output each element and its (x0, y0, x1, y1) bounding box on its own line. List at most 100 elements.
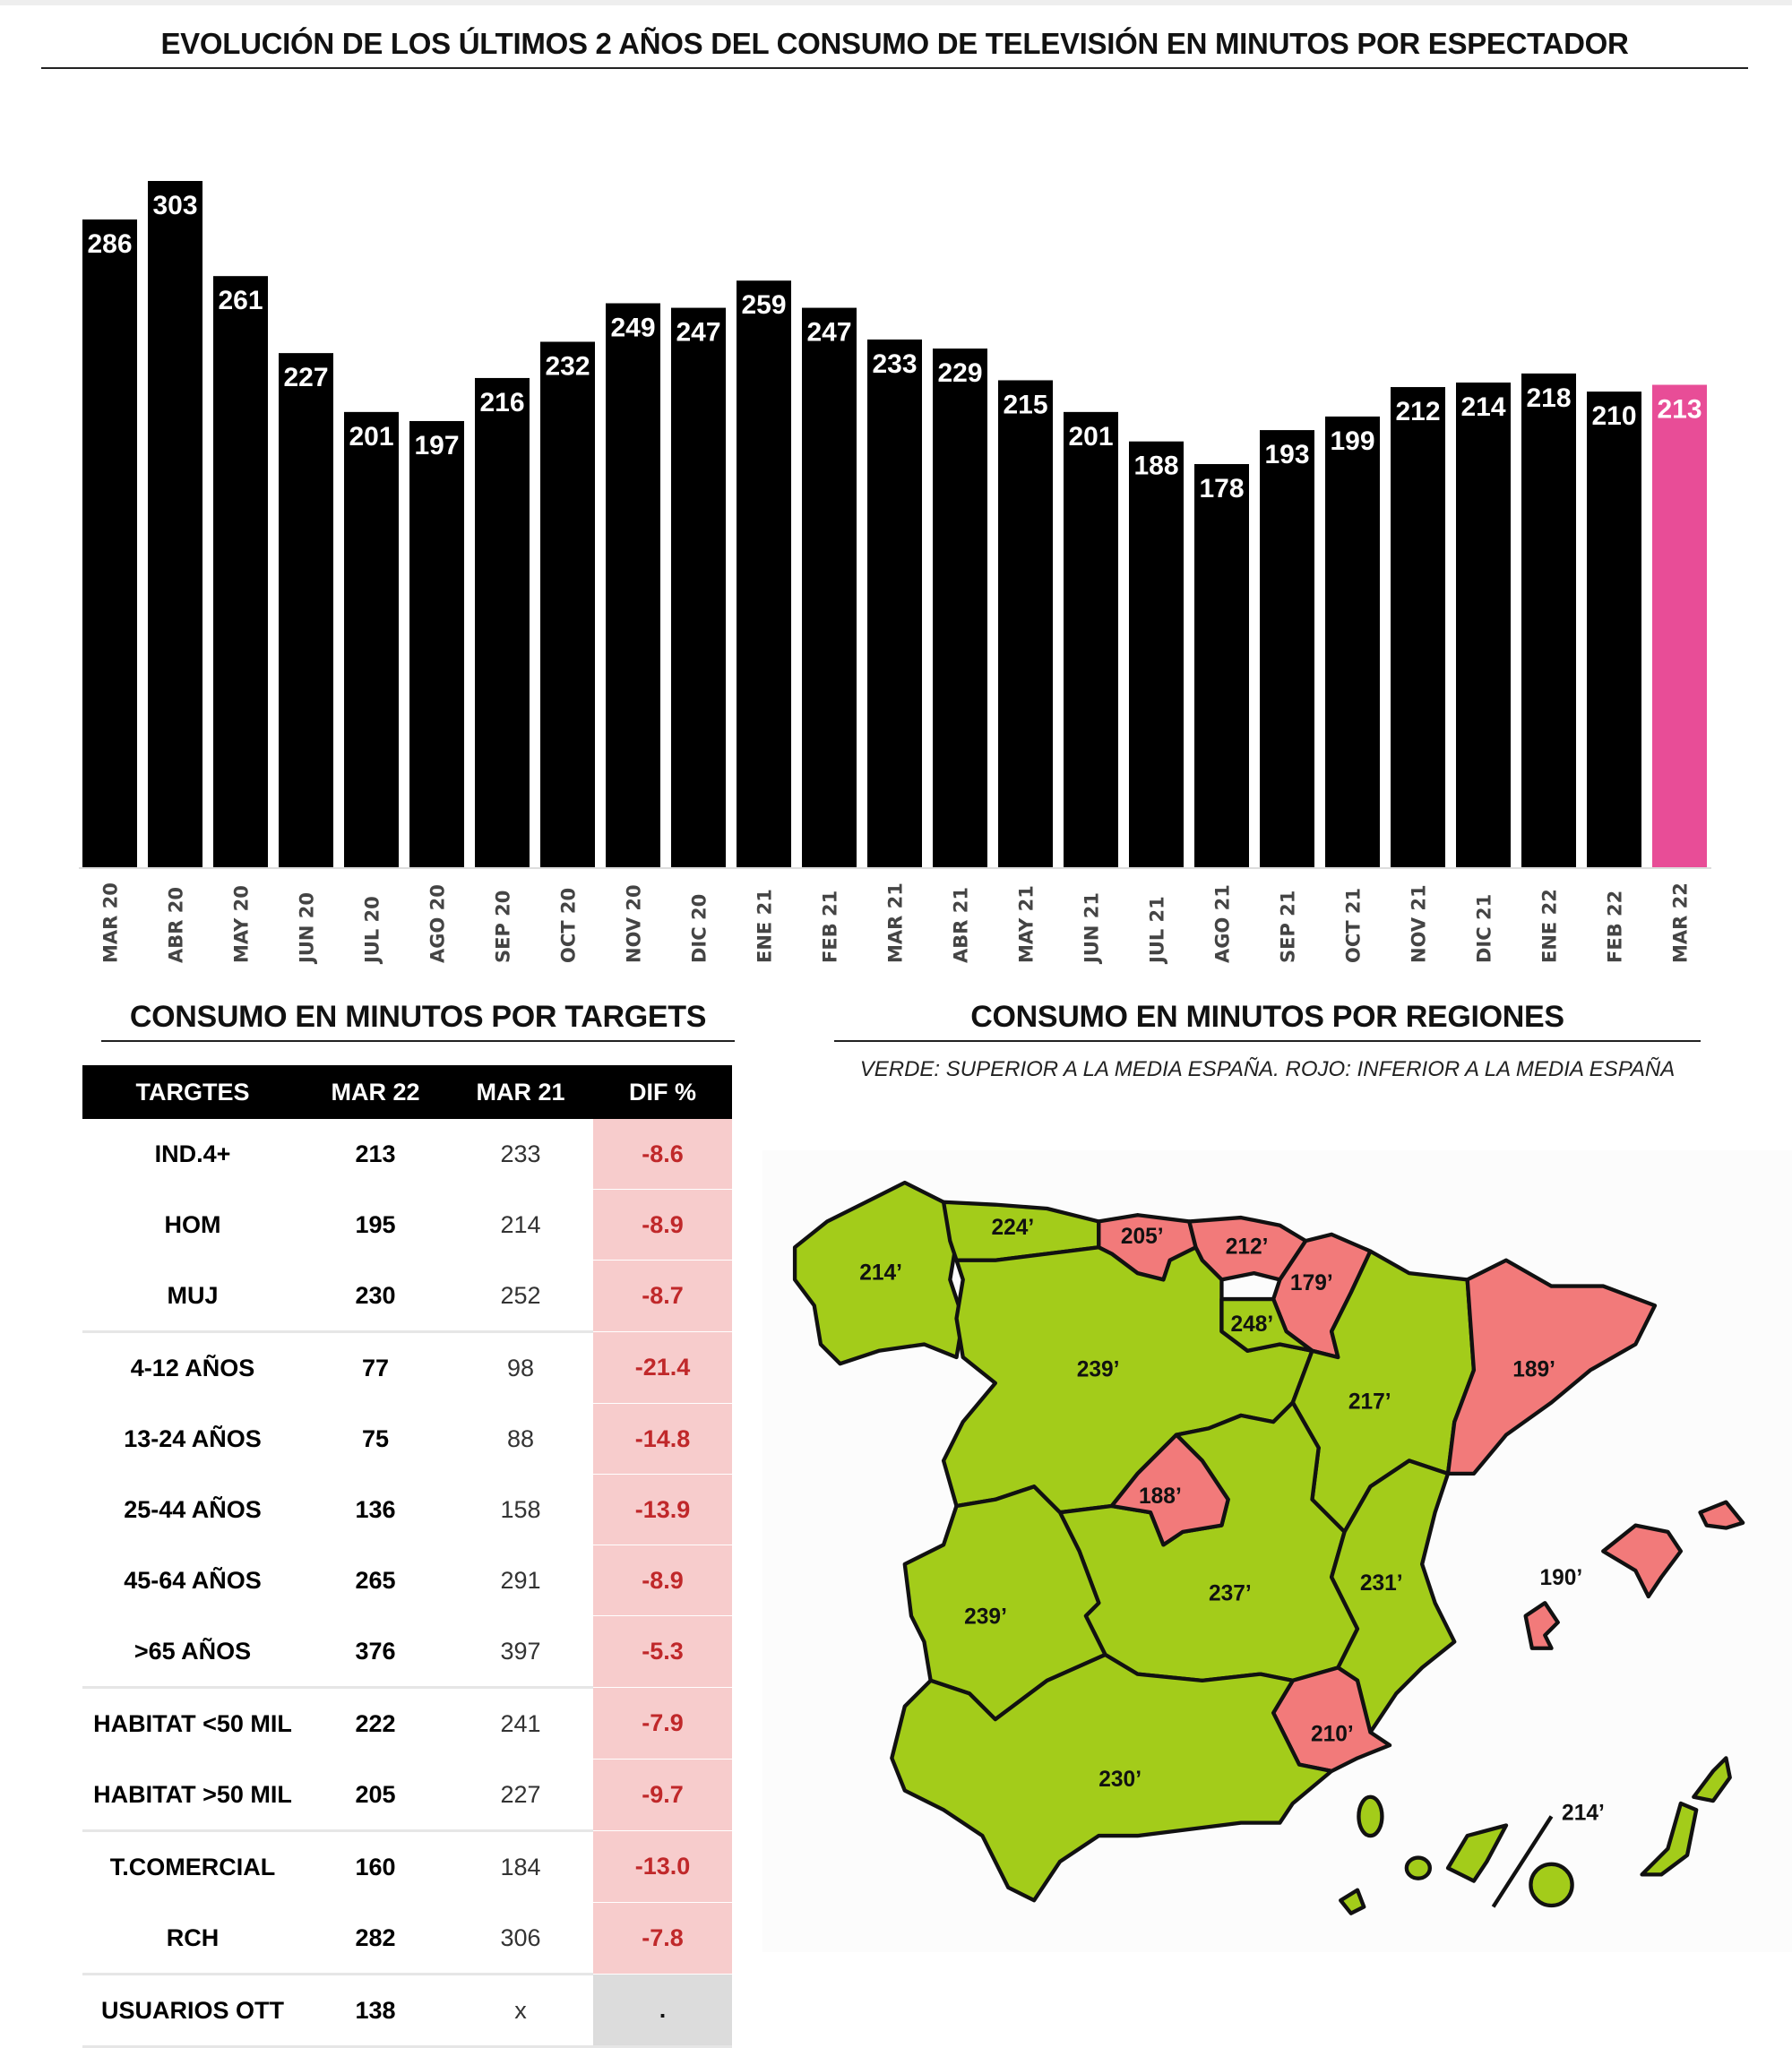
data-label: 216 (479, 388, 524, 417)
x-tick-label: OCT 20 (558, 888, 580, 963)
x-tick-label: JUL 21 (1147, 896, 1168, 965)
x-tick-label: NOV 20 (624, 884, 645, 963)
value-dif: -9.7 (593, 1759, 732, 1831)
value-dif: . (593, 1974, 732, 2048)
value-mar21: 227 (448, 1759, 593, 1831)
header-dif: DIF % (593, 1065, 732, 1119)
target-name: MUJ (82, 1260, 303, 1332)
bar-jul-21 (1129, 441, 1184, 867)
table-row: 4-12 AÑOS 77 98 -21.4 (82, 1330, 732, 1404)
spain-map: 214’ 224’ 205’ 212’ 179’ 248’ 239’ 217’ … (762, 1150, 1792, 1952)
value-mar21: 98 (448, 1330, 593, 1404)
bar-may-21 (998, 380, 1053, 868)
data-label: 199 (1330, 426, 1374, 456)
label-rioja: 248’ (1231, 1312, 1274, 1337)
x-tick-label: JUN 21 (1081, 892, 1103, 965)
value-mar22: 205 (303, 1759, 448, 1831)
title-underline (41, 67, 1748, 69)
x-tick-label: MAR 20 (100, 882, 122, 963)
table-header: TARGTES MAR 22 MAR 21 DIF % (82, 1065, 732, 1119)
label-navarra: 179’ (1290, 1271, 1333, 1295)
targets-title: CONSUMO EN MINUTOS POR TARGETS (129, 1000, 707, 1034)
bar-feb-21 (802, 307, 857, 868)
value-mar22: 265 (303, 1545, 448, 1616)
table-row: HABITAT <50 MIL 222 241 -7.9 (82, 1686, 732, 1760)
bar-oct-21 (1325, 416, 1380, 867)
bar-mar-20 (82, 219, 137, 867)
canarias-divider (1491, 1815, 1554, 1908)
label-castilla-leon: 239’ (1077, 1358, 1120, 1382)
bar-oct-20 (540, 341, 595, 867)
table-row: 45-64 AÑOS 265 291 -8.9 (82, 1545, 732, 1616)
region-cataluna (1445, 1258, 1658, 1476)
value-dif: -13.0 (593, 1830, 732, 1903)
x-tick-label: AGO 20 (427, 884, 449, 963)
value-dif: -7.8 (593, 1902, 732, 1975)
target-name: 4-12 AÑOS (82, 1330, 303, 1404)
table-row: >65 AÑOS 376 397 -5.3 (82, 1615, 732, 1688)
target-name: RCH (82, 1902, 303, 1975)
bar-mar-21 (867, 339, 922, 867)
table-row: 25-44 AÑOS 136 158 -13.9 (82, 1474, 732, 1545)
value-mar21: 397 (448, 1615, 593, 1688)
bar-ene-21 (737, 280, 791, 867)
data-label: 197 (414, 431, 459, 460)
value-dif: -5.3 (593, 1615, 732, 1688)
value-mar21: 241 (448, 1686, 593, 1760)
data-label: 212 (1395, 397, 1440, 426)
data-label: 232 (545, 351, 590, 381)
bar-mar-22 (1652, 384, 1707, 867)
label-pais-vasco: 212’ (1226, 1235, 1269, 1260)
label-extremadura: 239’ (964, 1605, 1007, 1629)
target-name: >65 AÑOS (82, 1615, 303, 1688)
table-row: USUARIOS OTT 138 x. (82, 1973, 732, 2048)
x-tick-label: AGO 21 (1212, 884, 1234, 963)
label-aragon: 217’ (1348, 1390, 1391, 1415)
x-tick-label: DIC 20 (689, 894, 711, 963)
value-mar22: 213 (303, 1119, 448, 1190)
data-label: 218 (1526, 383, 1571, 413)
x-tick-label: ABR 21 (951, 887, 972, 963)
region-andalucia (890, 1652, 1334, 1903)
x-tick-label: MAR 22 (1670, 882, 1692, 963)
table-row: HOM 195 214 -8.9 (82, 1189, 732, 1261)
target-name: HABITAT >50 MIL (82, 1759, 303, 1831)
target-name: 13-24 AÑOS (82, 1403, 303, 1475)
region-canarias (1339, 1756, 1732, 1915)
label-murcia: 210’ (1311, 1723, 1354, 1747)
value-mar22: 376 (303, 1615, 448, 1688)
region-baleares (1523, 1500, 1745, 1650)
table-row: MUJ 230 252 -8.7 (82, 1260, 732, 1332)
targets-table: TARGTES MAR 22 MAR 21 DIF % IND.4+ 213 233… (82, 1065, 732, 2048)
value-mar22: 282 (303, 1902, 448, 1975)
data-label: 229 (937, 358, 982, 388)
data-label: 214 (1460, 392, 1505, 422)
target-name: IND.4+ (82, 1119, 303, 1190)
value-mar22: 230 (303, 1260, 448, 1332)
data-label: 201 (349, 422, 393, 452)
data-label: 210 (1591, 401, 1636, 431)
x-tick-label: ABR 20 (166, 887, 187, 963)
top-border (0, 0, 1792, 5)
data-label: 261 (218, 286, 263, 315)
data-label: 286 (87, 229, 132, 259)
targets-underline (101, 1040, 735, 1042)
bar-abr-21 (933, 349, 987, 867)
value-mar21: 88 (448, 1403, 593, 1475)
bar-ene-22 (1521, 373, 1576, 867)
target-name: 25-44 AÑOS (82, 1474, 303, 1545)
target-name: HOM (82, 1189, 303, 1261)
label-valencia: 231’ (1360, 1571, 1403, 1596)
value-mar21: 184 (448, 1829, 593, 1903)
data-label: 178 (1199, 474, 1244, 503)
bar-abr-20 (148, 181, 202, 867)
data-label: 215 (1003, 390, 1047, 419)
value-mar22: 222 (303, 1686, 448, 1760)
regions-legend: VERDE: SUPERIOR A LA MEDIA ESPAÑA. ROJO:… (859, 1057, 1676, 1081)
data-label: 247 (676, 318, 720, 348)
bar-dic-21 (1456, 382, 1511, 867)
regions-title: CONSUMO EN MINUTOS POR REGIONES (970, 1000, 1564, 1034)
bar-jul-20 (344, 411, 399, 867)
x-tick-label: ENE 21 (754, 889, 776, 963)
bar-jun-21 (1064, 411, 1118, 867)
